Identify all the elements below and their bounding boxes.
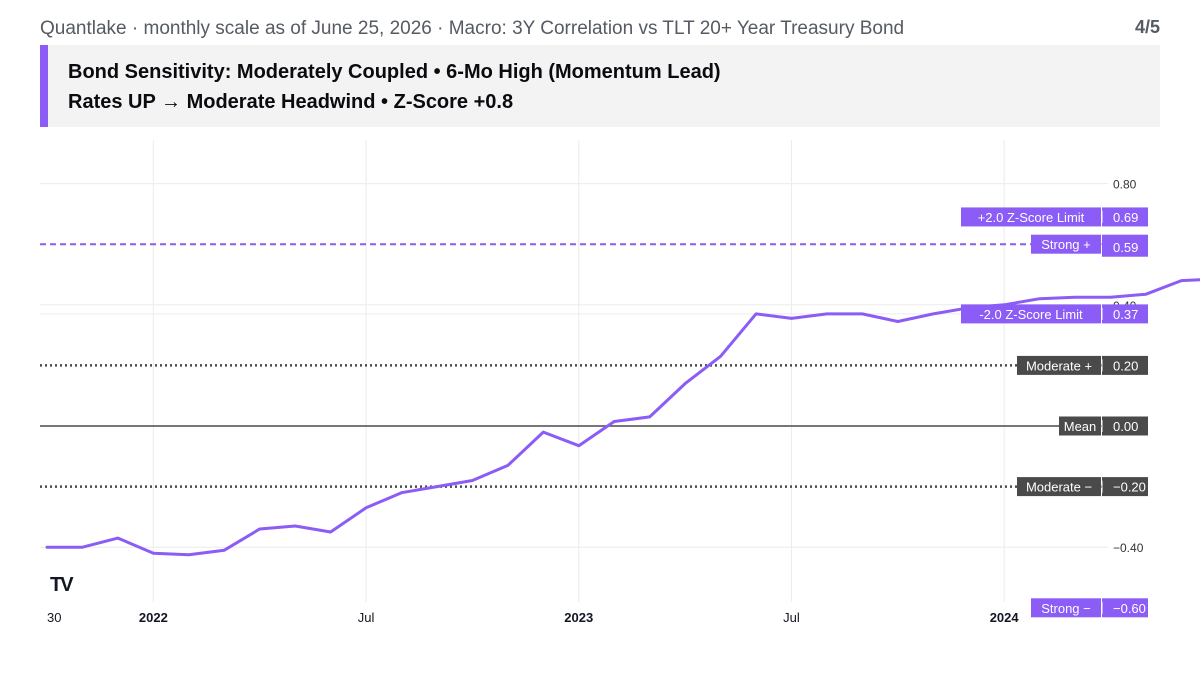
line-label-box bbox=[1059, 416, 1101, 436]
data-point bbox=[45, 546, 49, 549]
line-label: +2.0 Z-Score Limit bbox=[978, 210, 1085, 225]
line-label-box bbox=[1017, 477, 1101, 497]
x-tick-label: Jul bbox=[358, 610, 375, 625]
tradingview-logo: TV bbox=[50, 574, 74, 596]
data-point bbox=[258, 527, 261, 531]
y-tick-label: −0.40 bbox=[1113, 541, 1144, 555]
line-label: -2.0 Z-Score Limit bbox=[979, 307, 1083, 322]
data-point bbox=[293, 524, 297, 528]
data-point bbox=[1073, 296, 1077, 299]
data-point bbox=[116, 536, 120, 540]
data-point bbox=[187, 553, 190, 556]
value-label: 0.20 bbox=[1113, 358, 1138, 373]
summary-banner: Bond Sensitivity: Moderately Coupled • 6… bbox=[40, 45, 1160, 127]
value-label-box bbox=[1102, 477, 1148, 497]
value-label-box bbox=[1102, 416, 1148, 436]
line-label: Strong − bbox=[1041, 601, 1091, 616]
data-point bbox=[223, 549, 226, 552]
value-label: 0.00 bbox=[1113, 419, 1138, 434]
x-tick-label: Jul bbox=[783, 610, 800, 625]
line-label: Strong + bbox=[1041, 237, 1091, 252]
value-label: 0.59 bbox=[1113, 240, 1138, 255]
data-point bbox=[648, 415, 651, 419]
value-label-box bbox=[1102, 304, 1148, 324]
line-label-box bbox=[1017, 355, 1101, 375]
x-tick-label: 30 bbox=[47, 610, 61, 625]
line-label: Mean bbox=[1064, 419, 1097, 434]
data-point bbox=[577, 444, 580, 447]
line-label-box bbox=[961, 207, 1101, 227]
data-point bbox=[542, 430, 545, 434]
line-label-box bbox=[961, 304, 1101, 324]
data-point bbox=[719, 355, 722, 358]
data-point bbox=[1109, 296, 1112, 299]
value-label-box bbox=[1102, 598, 1148, 618]
data-point bbox=[683, 382, 687, 385]
data-point bbox=[896, 320, 899, 323]
data-point bbox=[471, 479, 474, 482]
y-tick-label: 0.80 bbox=[1113, 178, 1137, 192]
line-label: Moderate + bbox=[1026, 358, 1092, 373]
value-label-box bbox=[1102, 355, 1148, 375]
data-point bbox=[364, 506, 368, 510]
data-point bbox=[1144, 292, 1148, 296]
value-label: −0.20 bbox=[1113, 480, 1146, 495]
value-label-box bbox=[1102, 237, 1148, 257]
data-point bbox=[613, 420, 616, 423]
chart-header-title: Quantlake · monthly scale as of June 25,… bbox=[40, 18, 905, 39]
banner-accent-bar bbox=[40, 45, 48, 127]
data-point bbox=[932, 312, 935, 316]
data-point bbox=[400, 491, 403, 494]
x-tick-label: 2022 bbox=[139, 610, 168, 625]
data-point bbox=[825, 312, 829, 316]
data-point bbox=[435, 485, 439, 488]
x-tick-label: 2023 bbox=[564, 610, 593, 625]
value-label: 0.69 bbox=[1113, 210, 1138, 225]
line-label: Moderate − bbox=[1026, 480, 1092, 495]
x-tick-label: 2024 bbox=[990, 610, 1020, 625]
data-point bbox=[790, 317, 793, 320]
data-point bbox=[754, 312, 758, 316]
data-point bbox=[1038, 297, 1041, 300]
page-indicator: 4/5 bbox=[1134, 17, 1160, 37]
correlation-line bbox=[45, 278, 1200, 557]
data-point bbox=[81, 546, 84, 549]
banner-line-1: Bond Sensitivity: Moderately Coupled • 6… bbox=[68, 61, 721, 83]
value-label-box bbox=[1102, 207, 1148, 227]
value-label: −0.60 bbox=[1113, 601, 1146, 616]
data-point bbox=[861, 312, 864, 316]
banner-line-2: Rates UP → Moderate Headwind • Z-Score +… bbox=[68, 91, 514, 113]
line-label-box bbox=[1031, 234, 1101, 254]
data-point bbox=[506, 464, 510, 467]
value-label: 0.37 bbox=[1113, 307, 1138, 322]
data-point bbox=[329, 530, 332, 534]
data-point bbox=[1180, 279, 1183, 282]
data-point bbox=[152, 552, 155, 555]
line-label-box bbox=[1031, 598, 1101, 618]
